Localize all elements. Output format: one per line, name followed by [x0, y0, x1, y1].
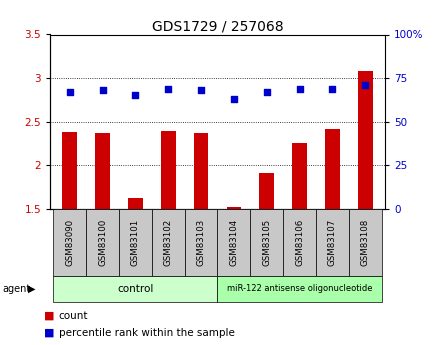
Text: ■: ■: [43, 328, 54, 338]
Bar: [62, 132, 77, 209]
Text: GSM83108: GSM83108: [360, 219, 369, 266]
Point: [296, 86, 302, 91]
Title: GDS1729 / 257068: GDS1729 / 257068: [151, 19, 283, 33]
Bar: [161, 131, 175, 209]
Text: GSM83106: GSM83106: [294, 219, 303, 266]
Text: percentile rank within the sample: percentile rank within the sample: [59, 328, 234, 338]
Text: count: count: [59, 311, 88, 321]
Bar: [193, 133, 208, 209]
Bar: [259, 173, 273, 209]
Text: miR-122 antisense oligonucleotide: miR-122 antisense oligonucleotide: [226, 284, 372, 294]
Bar: [292, 144, 306, 209]
Text: GSM83103: GSM83103: [196, 219, 205, 266]
Text: GSM83100: GSM83100: [98, 219, 107, 266]
Point: [361, 82, 368, 88]
Bar: [357, 71, 372, 209]
Text: agent: agent: [2, 284, 30, 294]
Bar: [226, 207, 241, 209]
Text: GSM83090: GSM83090: [65, 219, 74, 266]
Text: GSM83105: GSM83105: [262, 219, 271, 266]
Point: [164, 86, 171, 91]
Point: [328, 86, 335, 91]
Text: control: control: [117, 284, 153, 294]
Text: GSM83101: GSM83101: [131, 219, 140, 266]
Bar: [128, 198, 142, 209]
Point: [230, 96, 237, 102]
Bar: [324, 129, 339, 209]
Point: [66, 89, 73, 95]
Point: [263, 89, 270, 95]
Bar: [95, 133, 110, 209]
Point: [99, 88, 106, 93]
Text: GSM83107: GSM83107: [327, 219, 336, 266]
Text: GSM83104: GSM83104: [229, 219, 238, 266]
Text: ▶: ▶: [28, 284, 36, 294]
Point: [197, 88, 204, 93]
Text: GSM83102: GSM83102: [163, 219, 172, 266]
Text: ■: ■: [43, 311, 54, 321]
Point: [132, 93, 138, 98]
